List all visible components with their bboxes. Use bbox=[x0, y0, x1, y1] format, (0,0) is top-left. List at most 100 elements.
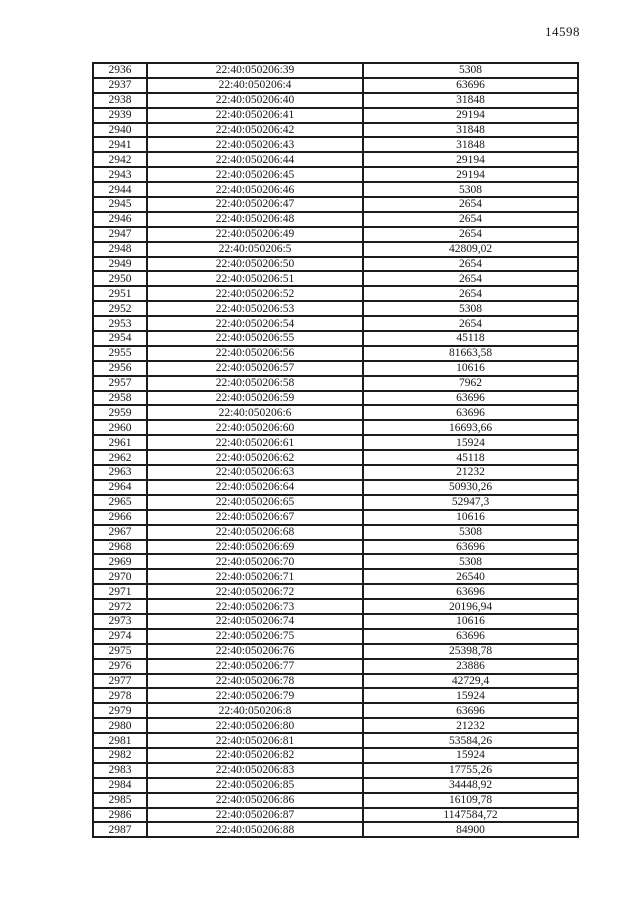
cell-index: 2956 bbox=[92, 359, 148, 377]
table-row: 2985 22:40:050206:86 16109,78 bbox=[92, 791, 579, 809]
cell-timestamp: 22:40:050206:69 bbox=[146, 538, 364, 556]
cell-value: 84900 bbox=[362, 821, 579, 839]
cell-timestamp: 22:40:050206:46 bbox=[146, 181, 364, 199]
cell-value: 2654 bbox=[362, 315, 579, 333]
cell-value: 20196,94 bbox=[362, 598, 579, 615]
cell-index: 2986 bbox=[92, 806, 148, 824]
cell-timestamp: 22:40:050206:73 bbox=[146, 598, 364, 615]
cell-index: 2962 bbox=[92, 449, 148, 467]
cell-value: 5308 bbox=[362, 62, 579, 79]
cell-index: 2961 bbox=[92, 434, 148, 452]
table-row: 2936 22:40:050206:39 5308 bbox=[92, 62, 579, 79]
cell-timestamp: 22:40:050206:75 bbox=[146, 627, 364, 645]
cell-value: 31848 bbox=[362, 136, 579, 154]
table-row: 2974 22:40:050206:75 63696 bbox=[92, 627, 579, 645]
cell-value: 45118 bbox=[362, 330, 579, 347]
table-row: 2940 22:40:050206:42 31848 bbox=[92, 121, 579, 139]
cell-index: 2974 bbox=[92, 627, 148, 645]
cell-value: 1147584,72 bbox=[362, 806, 579, 824]
cell-timestamp: 22:40:050206:6 bbox=[146, 404, 364, 422]
cell-index: 2963 bbox=[92, 464, 148, 481]
table-row: 2981 22:40:050206:81 53584,26 bbox=[92, 732, 579, 749]
cell-value: 10616 bbox=[362, 612, 579, 630]
table-row: 2950 22:40:050206:51 2654 bbox=[92, 270, 579, 288]
data-table: 2936 22:40:050206:39 5308 2937 22:40:050206:… bbox=[92, 62, 579, 839]
table-row: 2941 22:40:050206:43 31848 bbox=[92, 136, 579, 154]
cell-timestamp: 22:40:050206:85 bbox=[146, 776, 364, 794]
table-row: 2960 22:40:050206:60 16693,66 bbox=[92, 419, 579, 437]
cell-value: 21232 bbox=[362, 464, 579, 481]
cell-timestamp: 22:40:050206:60 bbox=[146, 419, 364, 437]
cell-value: 45118 bbox=[362, 449, 579, 467]
cell-timestamp: 22:40:050206:78 bbox=[146, 672, 364, 690]
cell-value: 5308 bbox=[362, 523, 579, 541]
cell-value: 42729,4 bbox=[362, 672, 579, 690]
cell-value: 2654 bbox=[362, 285, 579, 303]
cell-value: 21232 bbox=[362, 717, 579, 735]
cell-timestamp: 22:40:050206:45 bbox=[146, 166, 364, 184]
table-row: 2951 22:40:050206:52 2654 bbox=[92, 285, 579, 303]
table-row: 2973 22:40:050206:74 10616 bbox=[92, 612, 579, 630]
cell-value: 2654 bbox=[362, 210, 579, 228]
cell-value: 63696 bbox=[362, 404, 579, 422]
table-row: 2982 22:40:050206:82 15924 bbox=[92, 746, 579, 764]
cell-index: 2949 bbox=[92, 255, 148, 273]
cell-timestamp: 22:40:050206:76 bbox=[146, 642, 364, 660]
cell-index: 2955 bbox=[92, 344, 148, 362]
cell-index: 2970 bbox=[92, 568, 148, 586]
table-row: 2978 22:40:050206:79 15924 bbox=[92, 687, 579, 705]
cell-timestamp: 22:40:050206:49 bbox=[146, 225, 364, 243]
table-row: 2944 22:40:050206:46 5308 bbox=[92, 181, 579, 199]
table-row: 2987 22:40:050206:88 84900 bbox=[92, 821, 579, 839]
cell-index: 2985 bbox=[92, 791, 148, 809]
cell-index: 2975 bbox=[92, 642, 148, 660]
cell-timestamp: 22:40:050206:82 bbox=[146, 746, 364, 764]
table-row: 2971 22:40:050206:72 63696 bbox=[92, 583, 579, 601]
table-row: 2980 22:40:050206:80 21232 bbox=[92, 717, 579, 735]
table-row: 2964 22:40:050206:64 50930,26 bbox=[92, 478, 579, 496]
cell-timestamp: 22:40:050206:55 bbox=[146, 330, 364, 347]
cell-timestamp: 22:40:050206:64 bbox=[146, 478, 364, 496]
table-row: 2965 22:40:050206:65 52947,3 bbox=[92, 493, 579, 511]
table-row: 2976 22:40:050206:77 23886 bbox=[92, 657, 579, 675]
cell-index: 2938 bbox=[92, 91, 148, 109]
table-row: 2942 22:40:050206:44 29194 bbox=[92, 151, 579, 169]
cell-index: 2978 bbox=[92, 687, 148, 705]
cell-value: 63696 bbox=[362, 389, 579, 407]
cell-index: 2953 bbox=[92, 315, 148, 333]
table-row: 2957 22:40:050206:58 7962 bbox=[92, 374, 579, 392]
cell-value: 5308 bbox=[362, 553, 579, 571]
table-row: 2937 22:40:050206:4 63696 bbox=[92, 76, 579, 94]
table-row: 2963 22:40:050206:63 21232 bbox=[92, 464, 579, 481]
data-table-body: 2936 22:40:050206:39 5308 2937 22:40:050206:… bbox=[92, 62, 579, 839]
cell-timestamp: 22:40:050206:61 bbox=[146, 434, 364, 452]
page-number: 14598 bbox=[545, 24, 580, 39]
cell-index: 2972 bbox=[92, 598, 148, 615]
cell-index: 2945 bbox=[92, 196, 148, 213]
cell-value: 7962 bbox=[362, 374, 579, 392]
table-row: 2952 22:40:050206:53 5308 bbox=[92, 300, 579, 318]
cell-value: 16693,66 bbox=[362, 419, 579, 437]
cell-index: 2946 bbox=[92, 210, 148, 228]
table-row: 2983 22:40:050206:83 17755,26 bbox=[92, 761, 579, 779]
cell-timestamp: 22:40:050206:8 bbox=[146, 702, 364, 720]
cell-value: 81663,58 bbox=[362, 344, 579, 362]
cell-index: 2942 bbox=[92, 151, 148, 169]
cell-index: 2976 bbox=[92, 657, 148, 675]
cell-index: 2982 bbox=[92, 746, 148, 764]
cell-value: 17755,26 bbox=[362, 761, 579, 779]
cell-timestamp: 22:40:050206:77 bbox=[146, 657, 364, 675]
cell-timestamp: 22:40:050206:59 bbox=[146, 389, 364, 407]
cell-index: 2950 bbox=[92, 270, 148, 288]
cell-value: 25398,78 bbox=[362, 642, 579, 660]
table-row: 2986 22:40:050206:87 1147584,72 bbox=[92, 806, 579, 824]
cell-index: 2952 bbox=[92, 300, 148, 318]
cell-value: 53584,26 bbox=[362, 732, 579, 749]
cell-index: 2960 bbox=[92, 419, 148, 437]
cell-timestamp: 22:40:050206:4 bbox=[146, 76, 364, 94]
cell-timestamp: 22:40:050206:62 bbox=[146, 449, 364, 467]
cell-index: 2936 bbox=[92, 62, 148, 79]
cell-index: 2958 bbox=[92, 389, 148, 407]
table-row: 2977 22:40:050206:78 42729,4 bbox=[92, 672, 579, 690]
cell-index: 2980 bbox=[92, 717, 148, 735]
